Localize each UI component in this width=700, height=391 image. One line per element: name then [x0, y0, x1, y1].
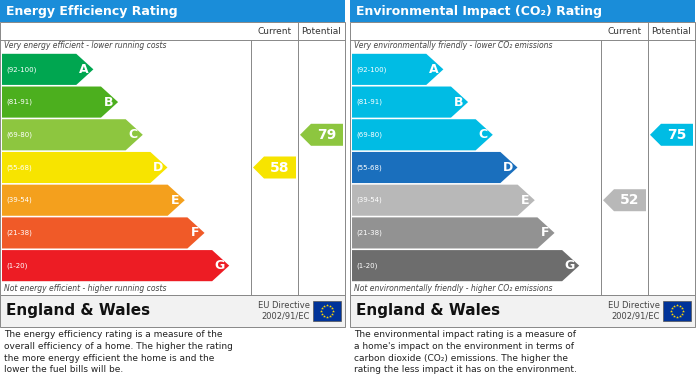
Polygon shape [2, 185, 185, 216]
Text: D: D [503, 161, 513, 174]
Polygon shape [352, 185, 535, 216]
Text: 52: 52 [620, 193, 640, 207]
Text: 2002/91/EC: 2002/91/EC [612, 312, 660, 321]
Text: Very environmentally friendly - lower CO₂ emissions: Very environmentally friendly - lower CO… [354, 41, 552, 50]
Text: (81-91): (81-91) [356, 99, 382, 105]
Polygon shape [300, 124, 343, 146]
Text: Energy Efficiency Rating: Energy Efficiency Rating [6, 5, 178, 18]
Polygon shape [2, 250, 229, 281]
Text: 58: 58 [270, 160, 290, 174]
Text: (92-100): (92-100) [6, 66, 36, 73]
Bar [350, 22, 695, 295]
Polygon shape [2, 152, 167, 183]
Text: England & Wales: England & Wales [6, 303, 150, 319]
Bar [350, 0, 695, 22]
Text: (92-100): (92-100) [356, 66, 386, 73]
Polygon shape [352, 250, 579, 281]
Polygon shape [603, 189, 646, 211]
Polygon shape [2, 54, 93, 85]
Polygon shape [352, 152, 517, 183]
Text: Not environmentally friendly - higher CO₂ emissions: Not environmentally friendly - higher CO… [354, 284, 552, 293]
Polygon shape [352, 86, 468, 118]
Text: Potential: Potential [652, 27, 692, 36]
Text: (21-38): (21-38) [6, 230, 32, 236]
Text: G: G [565, 259, 575, 272]
Text: (21-38): (21-38) [356, 230, 382, 236]
Text: (39-54): (39-54) [6, 197, 32, 203]
Text: C: C [479, 128, 488, 141]
Text: Environmental Impact (CO₂) Rating: Environmental Impact (CO₂) Rating [356, 5, 602, 18]
Text: EU Directive: EU Directive [608, 301, 660, 310]
Text: 75: 75 [667, 128, 687, 142]
Text: D: D [153, 161, 163, 174]
Text: Potential: Potential [302, 27, 342, 36]
Text: EU Directive: EU Directive [258, 301, 310, 310]
Text: (39-54): (39-54) [356, 197, 382, 203]
Polygon shape [352, 119, 493, 151]
Bar [0, 295, 345, 327]
Text: Current: Current [258, 27, 292, 36]
Text: (55-68): (55-68) [6, 164, 32, 171]
Text: C: C [129, 128, 138, 141]
Text: (69-80): (69-80) [6, 131, 32, 138]
Polygon shape [253, 156, 296, 179]
Text: England & Wales: England & Wales [356, 303, 500, 319]
Text: B: B [454, 95, 463, 109]
Text: The environmental impact rating is a measure of
a home's impact on the environme: The environmental impact rating is a mea… [354, 330, 577, 375]
Text: 79: 79 [317, 128, 337, 142]
Text: B: B [104, 95, 113, 109]
Polygon shape [2, 86, 118, 118]
Polygon shape [650, 124, 693, 146]
Text: Not energy efficient - higher running costs: Not energy efficient - higher running co… [4, 284, 167, 293]
Polygon shape [352, 54, 443, 85]
Bar [0, 22, 345, 295]
Polygon shape [352, 217, 554, 249]
Text: G: G [215, 259, 225, 272]
Text: E: E [521, 194, 529, 207]
Text: Very energy efficient - lower running costs: Very energy efficient - lower running co… [4, 41, 167, 50]
Polygon shape [2, 217, 204, 249]
Text: (81-91): (81-91) [6, 99, 32, 105]
Text: A: A [79, 63, 89, 76]
Text: (55-68): (55-68) [356, 164, 382, 171]
Bar [0, 0, 345, 22]
Bar [313, 301, 341, 321]
Bar [350, 295, 695, 327]
Bar [663, 301, 691, 321]
Text: (69-80): (69-80) [356, 131, 382, 138]
Text: Current: Current [608, 27, 642, 36]
Text: F: F [540, 226, 550, 239]
Text: 2002/91/EC: 2002/91/EC [262, 312, 310, 321]
Text: (1-20): (1-20) [356, 262, 377, 269]
Text: F: F [190, 226, 199, 239]
Polygon shape [2, 119, 143, 151]
Text: The energy efficiency rating is a measure of the
overall efficiency of a home. T: The energy efficiency rating is a measur… [4, 330, 233, 375]
Text: (1-20): (1-20) [6, 262, 27, 269]
Text: A: A [429, 63, 439, 76]
Text: E: E [171, 194, 179, 207]
